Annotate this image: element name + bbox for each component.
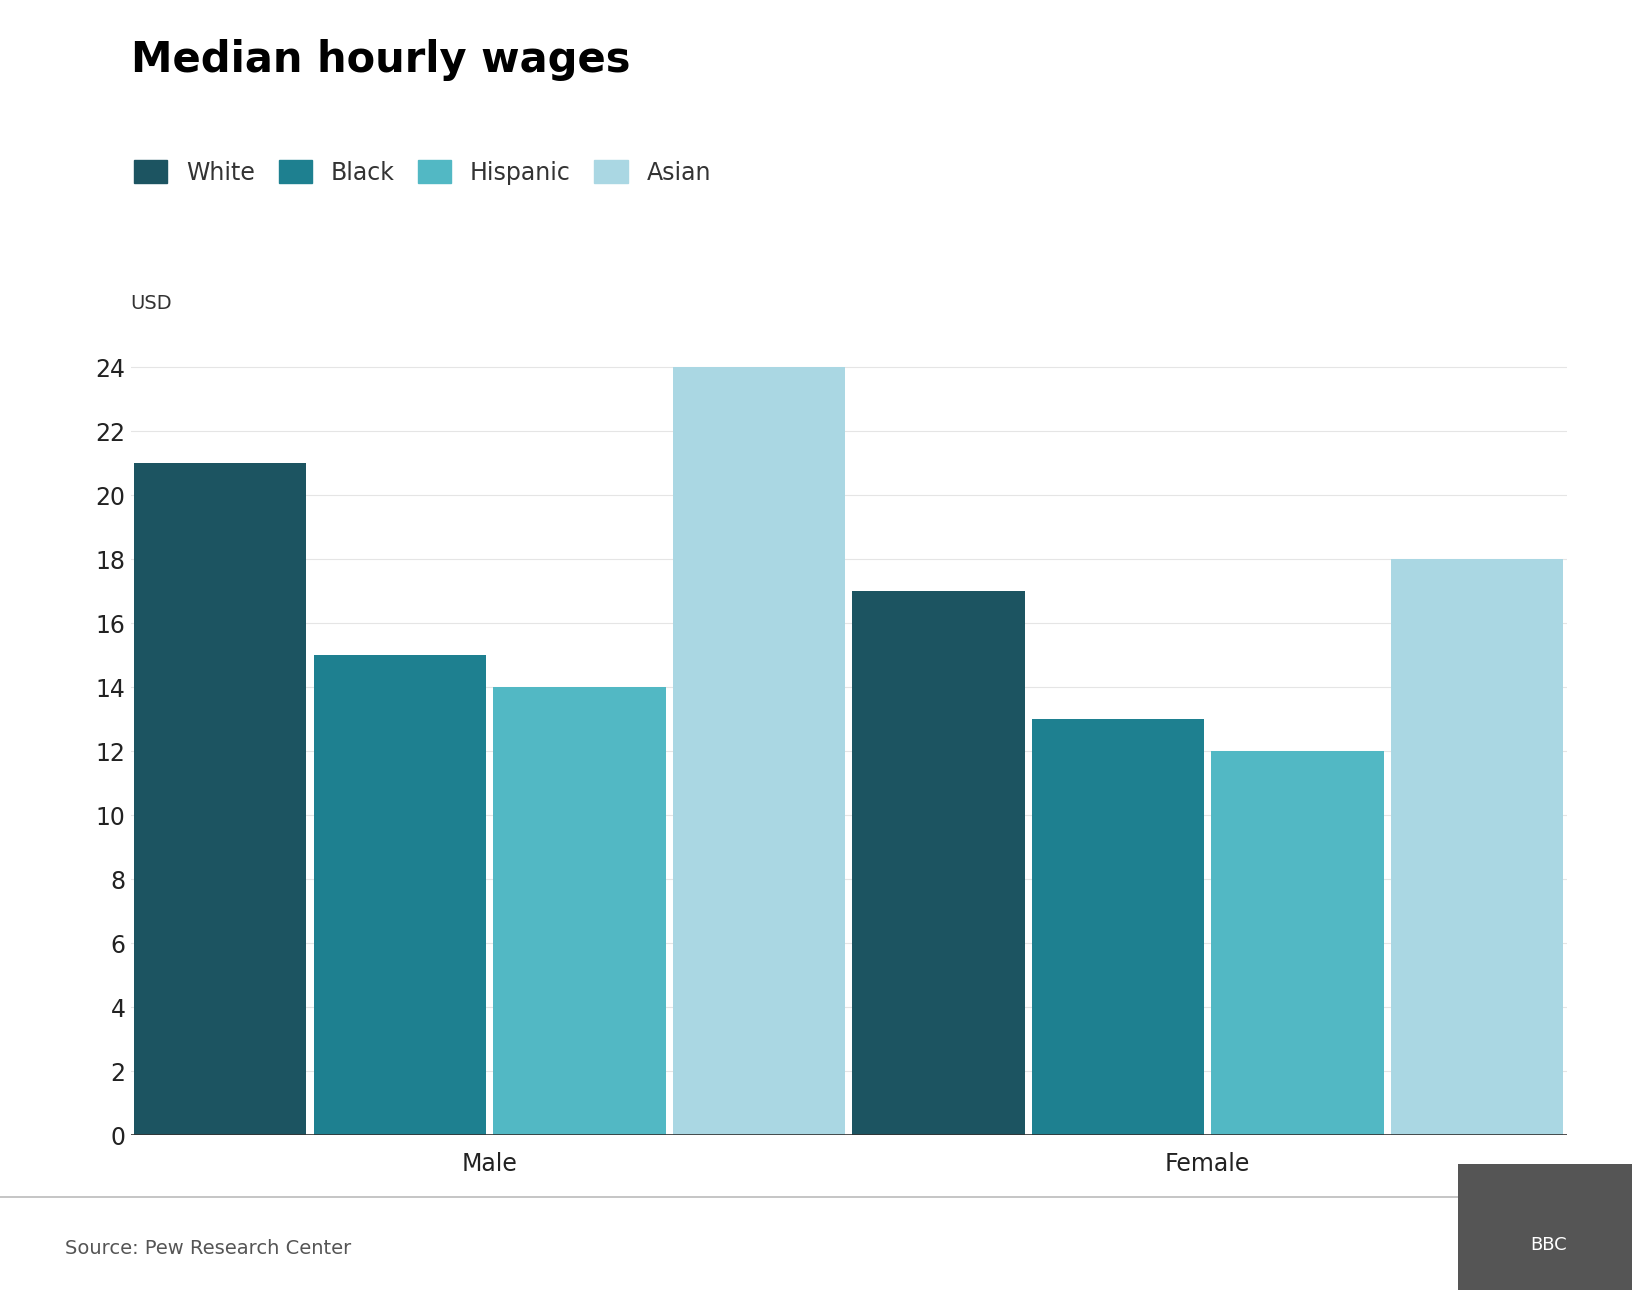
Text: Median hourly wages: Median hourly wages <box>131 39 630 81</box>
Text: Source: Pew Research Center: Source: Pew Research Center <box>65 1238 351 1258</box>
Bar <box>1031 720 1204 1135</box>
Bar <box>852 591 1025 1135</box>
Bar <box>493 688 666 1135</box>
Bar <box>1211 751 1384 1135</box>
Legend: White, Black, Hispanic, Asian: White, Black, Hispanic, Asian <box>134 160 712 184</box>
Bar <box>672 368 845 1135</box>
Text: USD: USD <box>131 294 173 313</box>
Bar <box>1390 560 1563 1135</box>
Bar <box>313 655 486 1135</box>
Bar <box>134 463 307 1135</box>
Text: BBC: BBC <box>1531 1236 1567 1254</box>
